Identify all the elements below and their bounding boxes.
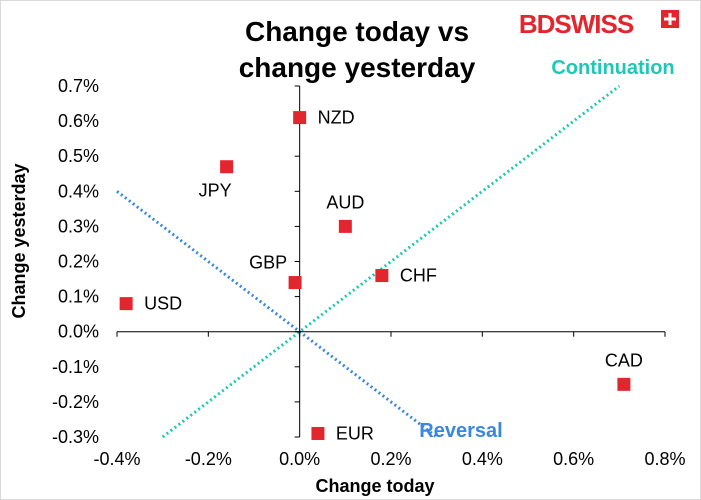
y-tick-label: 0.0%: [58, 322, 99, 342]
annotation-reversal: Reversal: [419, 420, 502, 442]
y-tick-label: 0.7%: [58, 76, 99, 96]
point-label-eur: EUR: [336, 423, 374, 443]
reference-lines: [116, 84, 621, 439]
point-label-jpy: JPY: [199, 181, 232, 201]
y-axis-title: Change yesterday: [9, 163, 29, 318]
annotation-continuation: Continuation: [551, 57, 674, 79]
reference-line-continuation: [161, 84, 621, 439]
point-jpy: [220, 160, 234, 174]
data-points: NZD JPY AUD GBP CHF USD CAD EUR: [119, 108, 643, 443]
x-tick-label: 0.6%: [553, 449, 594, 469]
x-tick-label: 0.8%: [644, 449, 685, 469]
x-tick-label: 0.2%: [370, 449, 411, 469]
point-label-usd: USD: [144, 294, 182, 314]
y-tick-label: 0.4%: [58, 181, 99, 201]
x-tick-label: 0.4%: [462, 449, 503, 469]
x-tick-label: -0.2%: [185, 449, 232, 469]
x-tick-labels: -0.4% -0.2% 0.0% 0.2% 0.4% 0.6% 0.8%: [93, 449, 685, 469]
point-eur: [311, 426, 325, 440]
x-tick-label: 0.0%: [279, 449, 320, 469]
y-tick-label: 0.6%: [58, 111, 99, 131]
chart-title-line-2: change yesterday: [239, 52, 476, 83]
y-tick-label: -0.1%: [52, 357, 99, 377]
point-label-gbp: GBP: [249, 253, 287, 273]
x-axis-title: Change today: [315, 476, 434, 496]
point-nzd: [293, 111, 307, 125]
point-usd: [119, 297, 133, 311]
point-chf: [375, 269, 389, 283]
point-label-aud: AUD: [326, 192, 364, 212]
reference-line-reversal: [116, 190, 438, 439]
y-tick-labels: 0.7% 0.6% 0.5% 0.4% 0.3% 0.2% 0.1% 0.0% -0.1% -0.…: [52, 76, 99, 447]
point-label-nzd: NZD: [318, 108, 355, 128]
x-tick-label: -0.4%: [93, 449, 140, 469]
logo-text: BDSWISS: [519, 9, 634, 39]
y-tick-label: -0.3%: [52, 427, 99, 447]
y-tick-label: 0.2%: [58, 252, 99, 272]
chart-title-line-1: Change today vs: [245, 16, 469, 47]
point-label-cad: CAD: [605, 350, 643, 370]
y-tick-label: 0.5%: [58, 146, 99, 166]
point-gbp: [288, 276, 302, 290]
bdswiss-logo: BDSWISS: [519, 9, 679, 39]
y-tick-label: 0.3%: [58, 216, 99, 236]
point-label-chf: CHF: [400, 266, 437, 286]
y-tick-label: 0.1%: [58, 287, 99, 307]
point-aud: [338, 219, 352, 233]
y-tick-label: -0.2%: [52, 392, 99, 412]
point-cad: [617, 377, 631, 391]
